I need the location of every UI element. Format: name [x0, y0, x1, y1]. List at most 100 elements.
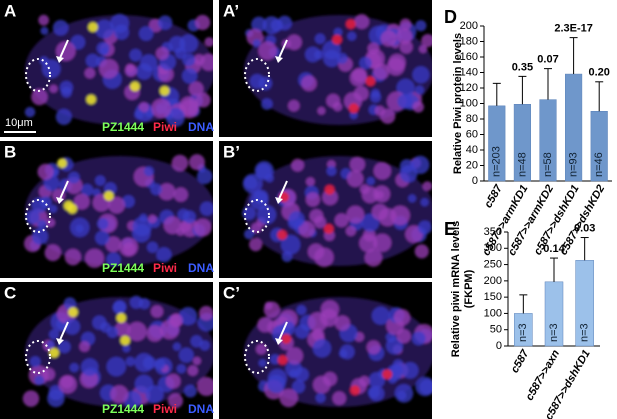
y-tick-label: 100	[460, 97, 478, 109]
cell	[390, 205, 411, 226]
cell	[151, 98, 172, 119]
p-value: 2.3E-17	[554, 23, 593, 35]
cell	[178, 306, 198, 326]
marked-cell	[67, 203, 78, 214]
marked-cell	[159, 85, 170, 96]
micrograph: A 10μm PZ1444 Piwi DNA	[0, 0, 214, 137]
cell	[349, 69, 368, 87]
cell	[257, 316, 273, 333]
sample-size: n=48	[516, 152, 528, 177]
cell	[380, 30, 397, 47]
marked-cell	[365, 76, 376, 87]
cell	[69, 362, 79, 373]
cell	[169, 313, 183, 328]
stain-label: Piwi	[153, 402, 177, 416]
cell	[157, 15, 173, 30]
cell	[129, 295, 143, 309]
niche-outline	[244, 199, 270, 233]
cell	[307, 243, 325, 260]
marked-cell	[86, 94, 97, 105]
y-tick-label: 120	[460, 82, 478, 94]
cell	[326, 165, 337, 177]
cell	[291, 158, 305, 172]
cell	[371, 306, 390, 325]
error-bar	[544, 68, 552, 100]
niche-outline	[244, 58, 270, 92]
micrograph: C’	[219, 282, 432, 419]
cell	[154, 358, 166, 370]
cell	[204, 37, 213, 47]
panel-label: C’	[223, 283, 240, 302]
cell	[29, 356, 41, 368]
cell	[134, 109, 144, 120]
cell	[59, 80, 74, 95]
marked-cell	[49, 347, 60, 358]
stain-label: Piwi	[153, 120, 177, 134]
cell	[346, 170, 364, 188]
cell	[264, 301, 273, 310]
scale-bar-label: 10μm	[5, 117, 33, 129]
stain-label: PZ1444	[102, 120, 144, 134]
cell	[52, 19, 69, 36]
cell	[22, 390, 40, 407]
cell	[200, 53, 213, 71]
cell	[359, 233, 378, 253]
cell	[106, 356, 127, 377]
cell	[317, 106, 326, 115]
cell	[196, 376, 213, 397]
cell	[105, 236, 122, 253]
cell	[165, 107, 185, 127]
cell	[46, 218, 56, 228]
cell	[366, 340, 381, 355]
cell	[396, 78, 415, 98]
cell	[373, 233, 392, 252]
cell	[307, 311, 328, 332]
cell	[397, 93, 413, 109]
marked-cell	[345, 19, 356, 30]
niche-outline	[25, 58, 51, 92]
y-tick-label: 20	[466, 159, 478, 171]
stain-label: DNA	[188, 120, 214, 134]
micrograph: C PZ1444 Piwi DNA	[0, 282, 214, 419]
cell	[309, 208, 324, 223]
cell	[143, 166, 155, 177]
cell	[415, 20, 427, 32]
cell	[243, 229, 255, 240]
marked-cell	[116, 312, 127, 323]
cell	[334, 315, 351, 331]
cell	[199, 201, 213, 216]
cell	[339, 344, 355, 360]
cell	[182, 53, 196, 67]
cell	[156, 247, 172, 263]
cell	[258, 76, 273, 91]
stain-label: Piwi	[153, 261, 177, 275]
sample-size: n=3	[548, 323, 560, 342]
micrograph: A’	[219, 0, 432, 137]
marked-cell	[277, 355, 288, 366]
cell	[187, 365, 199, 376]
cell	[146, 241, 159, 253]
cell	[85, 53, 100, 68]
marked-cell	[130, 81, 141, 92]
cell	[106, 326, 119, 338]
cell	[188, 154, 205, 171]
cell	[370, 91, 382, 103]
arrow	[278, 321, 288, 341]
cell	[305, 192, 321, 207]
y-tick-label: 140	[460, 66, 478, 78]
charts: D Relative Piwi protein levels 0 20 40 60 80 10…	[444, 7, 612, 419]
panel-label: B’	[223, 142, 240, 161]
cell	[34, 375, 45, 386]
cell	[112, 301, 126, 315]
cell	[64, 248, 82, 266]
cell	[418, 44, 428, 54]
panel-label: A	[4, 1, 16, 20]
cell	[122, 344, 131, 353]
arrow	[59, 180, 69, 200]
cell	[401, 361, 419, 379]
cell	[254, 161, 274, 181]
cell	[252, 39, 261, 48]
stain-label: PZ1444	[102, 261, 144, 275]
arrow	[278, 180, 288, 200]
cell	[396, 28, 413, 45]
